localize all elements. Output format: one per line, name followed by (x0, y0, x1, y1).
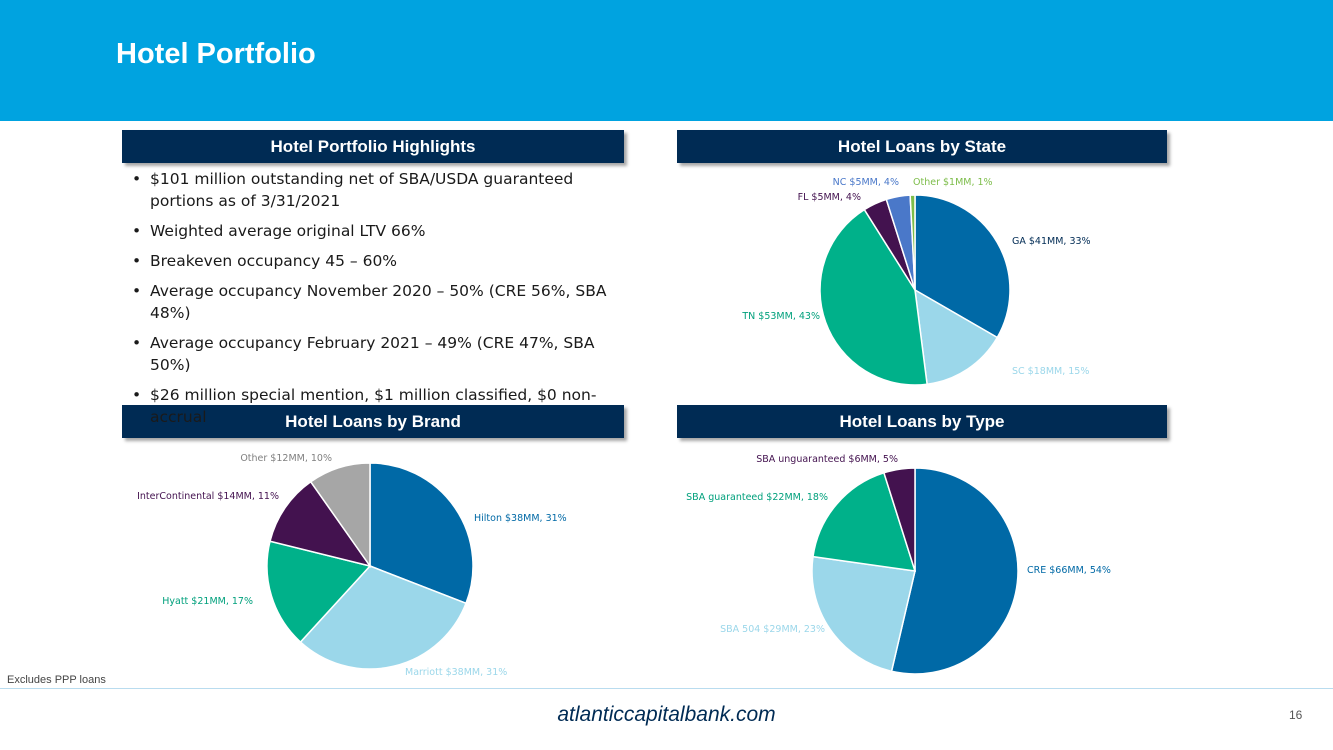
highlight-item: $101 million outstanding net of SBA/USDA… (130, 168, 610, 212)
highlight-item: Weighted average original LTV 66% (130, 220, 610, 242)
pie-label-brand: Hilton $38MM, 31% (474, 513, 567, 524)
pie-label-brand: Other $12MM, 10% (240, 453, 332, 464)
pie-chart-type: CRE $66MM, 54% SBA 504 $29MM, 23% SBA guar… (686, 454, 1111, 675)
pie-label-brand: Hyatt $21MM, 17% (162, 596, 253, 607)
section-header-type: Hotel Loans by Type (677, 405, 1167, 438)
highlights-list: $101 million outstanding net of SBA/USDA… (130, 168, 610, 436)
pie-label-type: SBA unguaranteed $6MM, 5% (756, 454, 898, 465)
pie-label-state: NC $5MM, 4% (833, 177, 899, 188)
pie-label-state: SC $18MM, 15% (1012, 366, 1089, 377)
pie-label-brand: InterContinental $14MM, 11% (137, 491, 279, 502)
page-title: Hotel Portfolio (116, 38, 316, 70)
pie-slice-brand-hyatt (266, 540, 372, 644)
pie-slice-type-cre (890, 467, 1019, 675)
page-number: 16 (1289, 708, 1303, 722)
pie-slice-type-sba-guaranteed (812, 471, 917, 572)
pie-slice-brand-other (309, 462, 371, 569)
header-band (0, 0, 1333, 121)
footer-url: atlanticcapitalbank.com (557, 703, 776, 726)
pie-slice-type-sba-unguaranteed (882, 467, 916, 572)
pie-slice-brand-intercontinental (269, 480, 372, 568)
pie-chart-state: GA $41MM, 33% SC $18MM, 15% TN $53MM, 43% F… (741, 177, 1091, 386)
pie-slice-state-sc (914, 288, 999, 386)
pie-label-type: SBA guaranteed $22MM, 18% (686, 492, 828, 503)
pie-label-brand: Marriott $38MM, 31% (405, 667, 507, 678)
pie-slice-brand-hilton (369, 462, 474, 605)
pie-label-type: SBA 504 $29MM, 23% (720, 624, 825, 635)
pie-chart-brand: Hilton $38MM, 31% Marriott $38MM, 31% Hyat… (137, 453, 567, 678)
highlight-item: $26 million special mention, $1 million … (130, 384, 610, 428)
pie-label-state: FL $5MM, 4% (798, 192, 861, 203)
pie-label-state: Other $1MM, 1% (913, 177, 993, 188)
pie-slice-state-tn (819, 208, 928, 386)
footnote: Excludes PPP loans (7, 674, 106, 686)
pie-slice-type-sba-504 (811, 555, 916, 673)
pie-label-state: TN $53MM, 43% (741, 311, 820, 322)
pie-label-state: GA $41MM, 33% (1012, 236, 1091, 247)
footer-divider (0, 688, 1333, 689)
pie-label-type: CRE $66MM, 54% (1027, 565, 1111, 576)
pie-slice-state-other (909, 194, 916, 291)
highlight-item: Average occupancy February 2021 – 49% (C… (130, 332, 610, 376)
section-header-state: Hotel Loans by State (677, 130, 1167, 163)
pie-slice-brand-marriott (299, 565, 467, 670)
highlight-item: Average occupancy November 2020 – 50% (C… (130, 280, 610, 324)
highlight-item: Breakeven occupancy 45 – 60% (130, 250, 610, 272)
pie-slice-state-ga (914, 194, 1011, 339)
section-header-highlights: Hotel Portfolio Highlights (122, 130, 624, 163)
